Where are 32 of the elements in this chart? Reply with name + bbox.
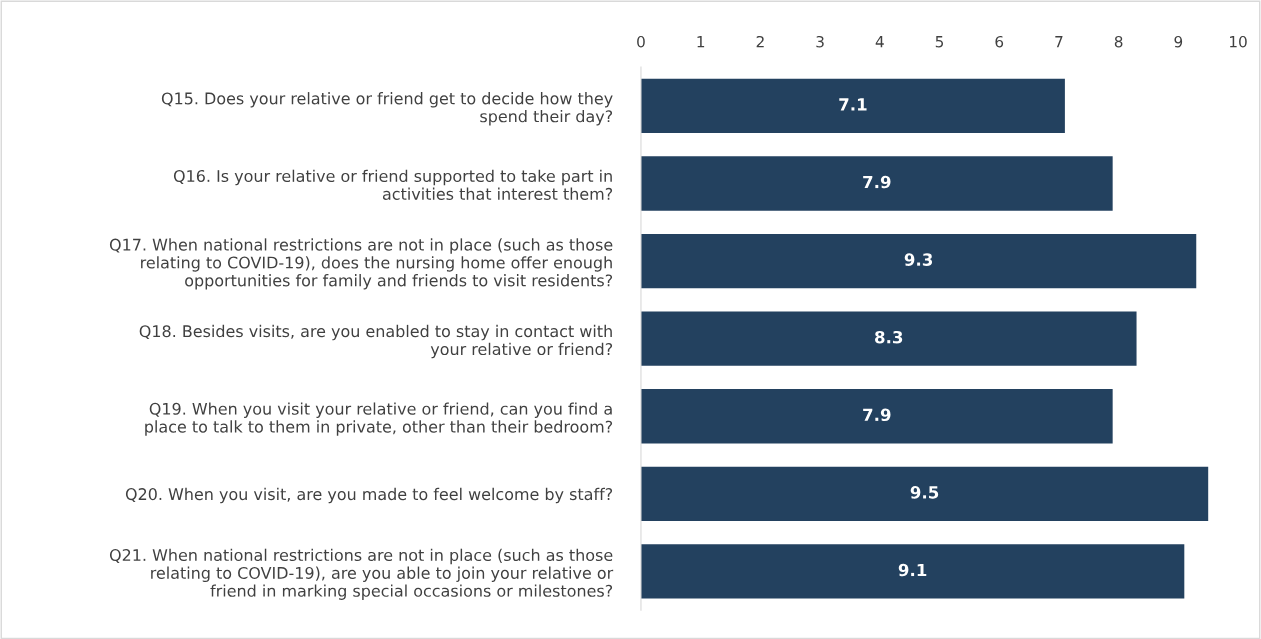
y-tick-label: Q18. Besides visits, are you enabled to stay in contact with your relative or friend?: [139, 324, 613, 359]
x-tick-label: 2: [756, 35, 764, 48]
data-label: 7.1: [839, 98, 867, 111]
data-label: 7.9: [863, 408, 891, 422]
y-tick-label: Q17. When national restrictions are not in place (such as those relating to COVID-19), does the nursing home offer enough opportunities for family and friends to visit residents?: [109, 238, 613, 290]
x-tick-label: 0: [637, 35, 645, 48]
y-tick-label: Q20. When you visit, are you made to feel welcome by staff?: [125, 487, 613, 504]
data-label: 9.5: [910, 486, 939, 499]
y-tick-label: Q21. When national restrictions are not in place (such as those relating to COVID-19), are you able to join your relative or friend in marking special occasions or milestones?: [109, 548, 614, 600]
bar: [640, 156, 1113, 211]
x-tick-label: 8: [1114, 35, 1123, 48]
x-tick-label: 5: [935, 36, 944, 48]
data-label: 8.3: [875, 330, 903, 344]
bar: [640, 544, 1185, 599]
data-label: 7.9: [863, 175, 891, 189]
bar: [640, 466, 1209, 522]
bar: [640, 78, 1065, 134]
y-tick-label: Q16. Is your relative or friend supported to take part in activities that interest them?: [173, 169, 613, 200]
data-label: 9.1: [898, 563, 927, 577]
x-tick-label: 9: [1174, 35, 1183, 48]
bar: [640, 311, 1137, 366]
bar: [640, 389, 1113, 444]
y-tick-label: Q19. When you visit your relative or friend, can you find a place to talk to them in private, other than their bedroom?: [145, 402, 613, 436]
x-tick-label: 1: [697, 36, 705, 48]
x-tick-label: 3: [816, 35, 824, 48]
x-tick-label: 7: [1055, 36, 1063, 48]
x-tick-label: 4: [875, 36, 884, 48]
x-tick-label: 10: [1230, 35, 1247, 48]
y-tick-label: Q15. Does your relative or friend get to decide how they spend their day?: [161, 92, 613, 126]
x-tick-label: 6: [995, 35, 1004, 48]
data-label: 9.3: [904, 253, 933, 266]
bar: [640, 233, 1197, 289]
